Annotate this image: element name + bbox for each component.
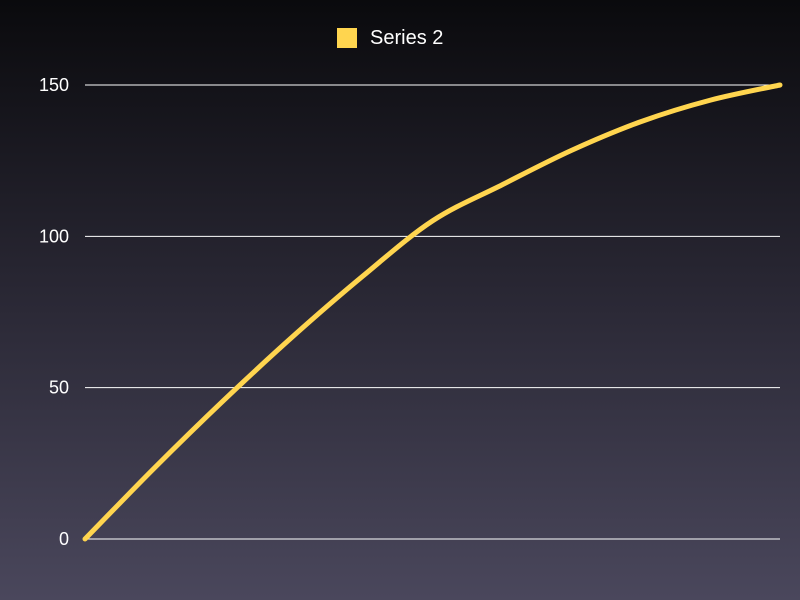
y-tick-label-100: 100	[39, 226, 69, 246]
legend-swatch	[337, 28, 357, 48]
y-tick-label-0: 0	[59, 529, 69, 549]
series-line-1	[82, 82, 783, 542]
legend-label: Series 2	[370, 27, 444, 49]
series-layer	[82, 82, 783, 542]
legend: Series 2	[337, 26, 443, 50]
y-tick-label-50: 50	[49, 378, 69, 398]
y-tick-label-150: 150	[39, 75, 69, 95]
y-axis-ticks: 0 50 100 150	[39, 75, 69, 549]
gridlines	[85, 84, 780, 540]
